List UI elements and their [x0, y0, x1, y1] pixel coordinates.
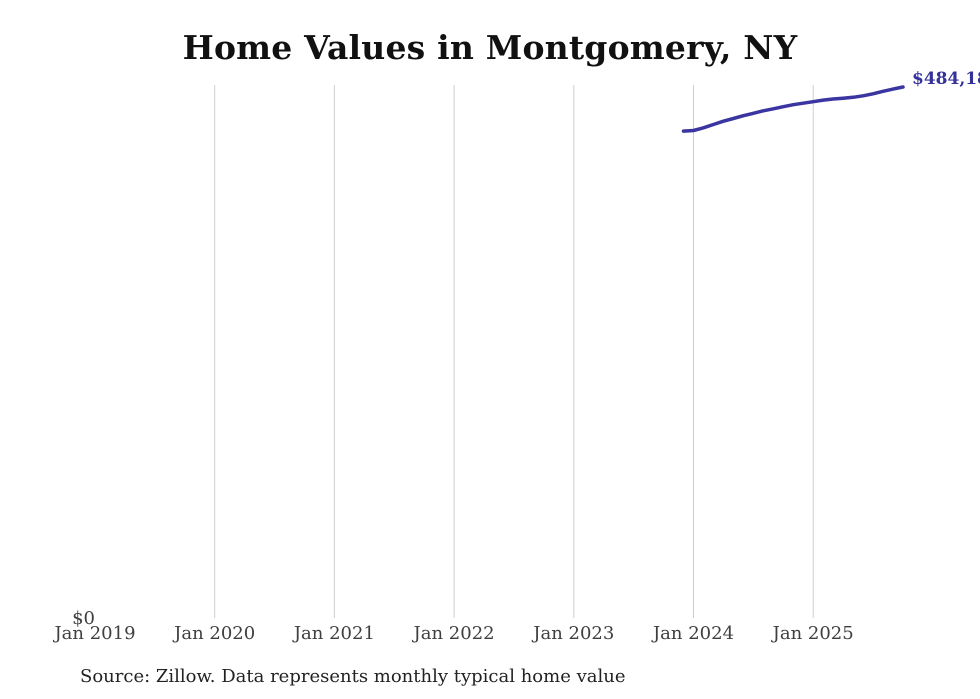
y-axis-zero-label: $0	[72, 608, 95, 629]
latest-value-label: $484,185	[912, 69, 980, 89]
x-tick-label-jan-2022: Jan 2022	[413, 623, 495, 644]
chart-title: Home Values in Montgomery, NY	[182, 28, 798, 67]
x-tick-label-jan-2023: Jan 2023	[533, 623, 615, 644]
x-tick-label-jan-2019: Jan 2019	[54, 623, 136, 644]
x-tick-label-jan-2021: Jan 2021	[293, 623, 375, 644]
source-note: Source: Zillow. Data represents monthly …	[80, 666, 626, 687]
x-tick-label-jan-2025: Jan 2025	[772, 623, 854, 644]
x-tick-label-jan-2024: Jan 2024	[652, 623, 735, 644]
home-value-line	[681, 85, 905, 133]
x-tick-label-jan-2020: Jan 2020	[174, 623, 256, 644]
